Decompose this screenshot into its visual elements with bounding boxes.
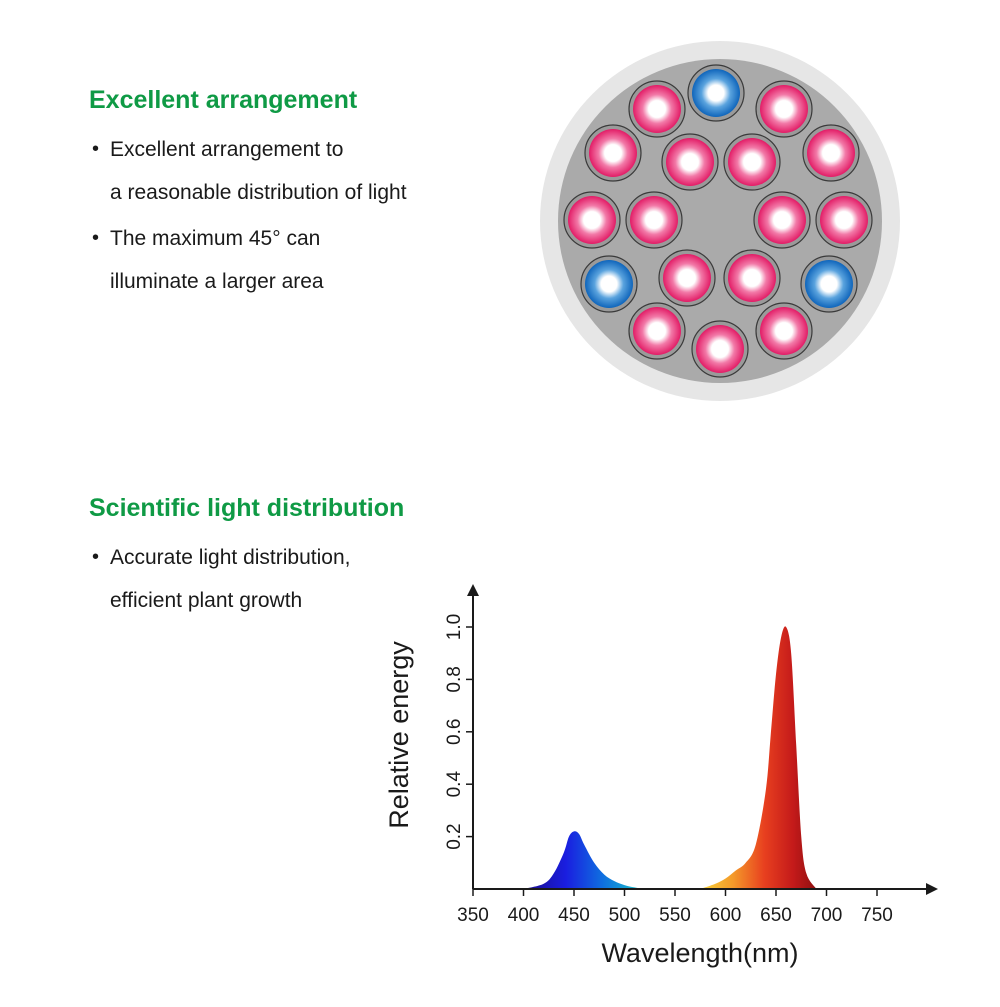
red-led: [758, 196, 806, 244]
x-tick-label: 750: [861, 905, 893, 926]
y-tick-label: 0.6: [444, 719, 465, 745]
y-tick-label: 0.4: [444, 771, 465, 798]
bullet-line: Excellent arrangement to: [110, 138, 344, 161]
red-led: [728, 254, 776, 302]
x-axis-arrow: [926, 883, 938, 895]
led-lamp-illustration: [540, 41, 900, 401]
x-tick-label: 350: [457, 905, 489, 926]
red-led: [663, 254, 711, 302]
red-led: [666, 138, 714, 186]
section-title-arrangement: Excellent arrangement: [89, 86, 358, 114]
bullet-line: efficient plant growth: [110, 589, 303, 612]
section-title-distribution: Scientific light distribution: [89, 494, 405, 522]
spectrum-chart: 350 400 450 500 550 600 650 700 750 0.2 0.4 0.6 0.8 1…: [384, 584, 938, 968]
bullet-line: The maximum 45° can: [110, 227, 321, 250]
led-group: [563, 64, 873, 378]
blue-led: [692, 69, 740, 117]
blue-led: [585, 260, 633, 308]
x-tick-label: 450: [558, 905, 590, 926]
bullet-line: illuminate a larger area: [110, 270, 324, 293]
bullet-item: • Accurate light distribution, efficient…: [92, 536, 350, 622]
chart-axes: [467, 584, 938, 895]
y-axis-arrow: [467, 584, 479, 596]
bullet-item: • Excellent arrangement to a reasonable …: [92, 128, 407, 214]
red-led: [760, 85, 808, 133]
x-axis-label: Wavelength(nm): [601, 938, 798, 968]
bullet-item: • The maximum 45° can illuminate a large…: [92, 217, 324, 303]
spectrum-peak-red: [700, 626, 817, 889]
red-led: [696, 325, 744, 373]
bullet-dot: •: [92, 227, 100, 249]
y-tick-label: 0.8: [444, 666, 465, 692]
bullet-line: a reasonable distribution of light: [110, 181, 407, 204]
x-tick-label: 550: [659, 905, 691, 926]
bullet-dot: •: [92, 546, 100, 568]
y-tick-label: 1.0: [444, 614, 465, 640]
red-led: [760, 307, 808, 355]
red-led: [630, 196, 678, 244]
bullet-line: Accurate light distribution,: [110, 546, 351, 569]
lamp-housing: [558, 59, 882, 383]
x-tick-label: 600: [710, 905, 742, 926]
x-tick-label: 500: [609, 905, 641, 926]
spectrum-peak-blue: [523, 831, 645, 889]
y-axis-label: Relative energy: [384, 641, 414, 829]
bullet-dot: •: [92, 138, 100, 160]
red-led: [568, 196, 616, 244]
red-led: [820, 196, 868, 244]
red-led: [633, 307, 681, 355]
spectrum-series: [523, 626, 817, 889]
x-tick-label: 700: [811, 905, 843, 926]
chart-ticks: 350 400 450 500 550 600 650 700 750 0.2 0.4 0.6 0.8 1…: [444, 614, 893, 926]
red-led: [728, 138, 776, 186]
y-tick-label: 0.2: [444, 823, 465, 849]
red-led: [633, 85, 681, 133]
x-tick-label: 650: [760, 905, 792, 926]
red-led: [589, 129, 637, 177]
red-led: [807, 129, 855, 177]
x-tick-label: 400: [508, 905, 540, 926]
blue-led: [805, 260, 853, 308]
